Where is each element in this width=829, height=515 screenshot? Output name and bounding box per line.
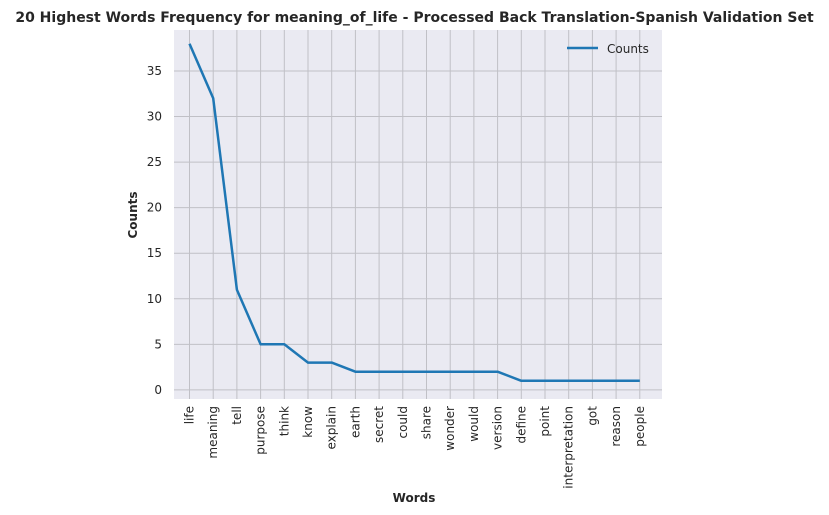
x-tick-label: explain (325, 406, 339, 450)
x-tick-label: share (420, 406, 434, 439)
x-tick-label: secret (372, 406, 386, 443)
x-tick-label: people (633, 406, 647, 447)
x-tick-label: reason (609, 406, 623, 447)
y-tick-label: 35 (147, 64, 162, 78)
x-tick-label: point (538, 406, 552, 437)
x-tick-label: wonder (443, 406, 457, 451)
y-tick-label: 10 (147, 292, 162, 306)
series-layer (188, 43, 640, 383)
x-tick-label: could (396, 406, 410, 439)
y-tick-labels: 0 5 10 15 20 25 30 35 (147, 64, 162, 397)
y-tick-label: 15 (147, 246, 162, 260)
y-tick-label: 20 (147, 201, 162, 215)
chart-title: 20 Highest Words Frequency for meaning_o… (15, 10, 814, 26)
legend: Counts (567, 42, 649, 56)
x-tick-label: version (491, 406, 505, 450)
x-tick-label: interpretation (562, 406, 576, 489)
x-tick-label: got (585, 406, 599, 426)
x-tick-label: tell (230, 406, 244, 425)
y-axis-label: Counts (126, 191, 140, 238)
legend-label: Counts (607, 42, 649, 56)
x-tick-label: purpose (254, 406, 268, 455)
series-line (188, 43, 640, 383)
x-tick-label: meaning (206, 406, 220, 459)
x-tick-label: life (183, 406, 197, 424)
x-tick-labels: life meaning tell purpose think know explain ea… (183, 406, 647, 489)
x-axis-label: Words (393, 491, 436, 505)
y-tick-label: 5 (154, 337, 162, 351)
y-tick-label: 0 (154, 383, 162, 397)
plot-area (174, 30, 662, 399)
grid-lines (174, 30, 662, 399)
y-tick-label: 30 (147, 110, 162, 124)
x-tick-label: earth (348, 406, 362, 438)
x-tick-label: think (277, 406, 291, 436)
y-tick-label: 25 (147, 155, 162, 169)
x-tick-label: know (301, 406, 315, 438)
x-tick-label: would (467, 406, 481, 442)
x-tick-label: define (514, 406, 528, 444)
